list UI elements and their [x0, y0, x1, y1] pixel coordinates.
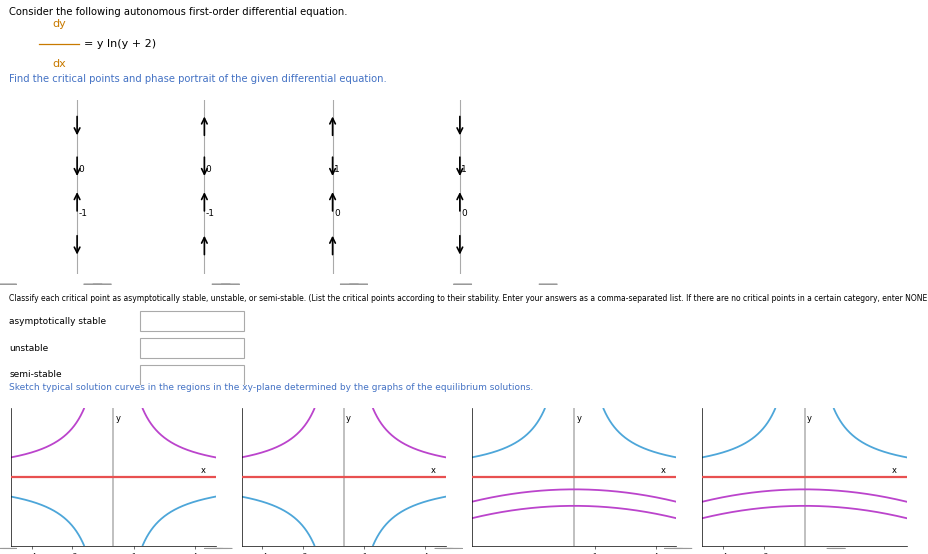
Text: Consider the following autonomous first-order differential equation.: Consider the following autonomous first-…: [9, 7, 347, 17]
Text: -1: -1: [205, 209, 214, 218]
Text: semi-stable: semi-stable: [9, 371, 62, 379]
Text: x: x: [661, 466, 665, 475]
Text: x: x: [891, 466, 896, 475]
Text: = y ln(y + 2): = y ln(y + 2): [84, 39, 156, 49]
Text: 0: 0: [78, 165, 84, 174]
Text: 0: 0: [333, 209, 340, 218]
FancyBboxPatch shape: [140, 365, 243, 385]
Text: y: y: [806, 414, 811, 423]
Text: Sketch typical solution curves in the regions in the xy-plane determined by the : Sketch typical solution curves in the re…: [9, 383, 533, 392]
Text: x: x: [200, 466, 205, 475]
Text: 1: 1: [333, 165, 340, 174]
FancyBboxPatch shape: [140, 338, 243, 358]
Text: y: y: [116, 414, 121, 423]
Text: y: y: [346, 414, 351, 423]
Text: unstable: unstable: [9, 343, 48, 352]
Text: 0: 0: [205, 165, 212, 174]
Text: Find the critical points and phase portrait of the given differential equation.: Find the critical points and phase portr…: [9, 74, 387, 84]
Text: y: y: [576, 414, 581, 423]
Text: dx: dx: [52, 59, 66, 69]
Text: x: x: [431, 466, 435, 475]
Text: 0: 0: [460, 209, 467, 218]
Text: 1: 1: [460, 165, 467, 174]
Text: dy: dy: [52, 19, 66, 29]
Text: Classify each critical point as asymptotically stable, unstable, or semi-stable.: Classify each critical point as asymptot…: [9, 294, 928, 302]
Text: asymptotically stable: asymptotically stable: [9, 316, 107, 326]
FancyBboxPatch shape: [140, 311, 243, 331]
Text: -1: -1: [78, 209, 87, 218]
